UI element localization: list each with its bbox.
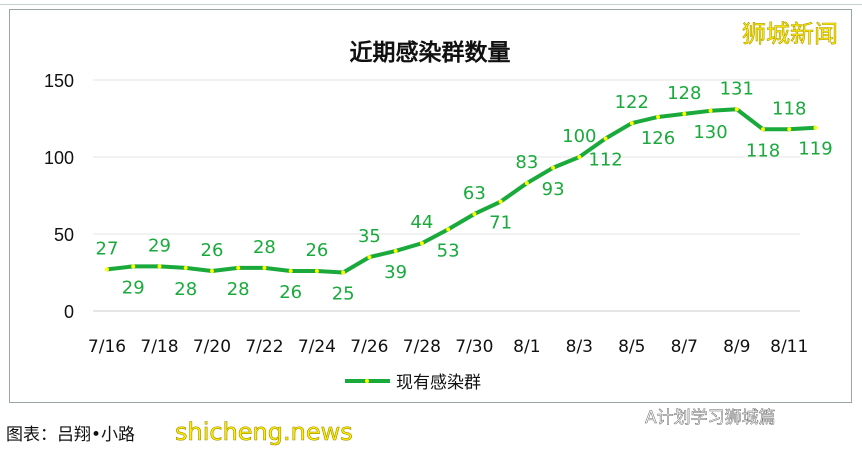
data-label: 39 [384,262,407,283]
data-point [157,264,162,269]
data-label: 53 [437,240,460,261]
data-label: 25 [332,284,355,305]
x-tick-label: 8/3 [566,337,593,357]
x-tick-label: 8/9 [723,337,750,357]
y-tick-label: 150 [44,71,74,91]
data-label: 27 [96,238,119,259]
caption: 图表：吕翔•小路 [6,425,136,445]
data-point [472,211,477,216]
data-label: 26 [201,240,224,261]
data-point [209,268,214,273]
data-label: 100 [562,126,596,147]
data-point [787,127,792,132]
data-label: 28 [227,279,250,300]
data-label: 71 [489,213,512,234]
data-label: 26 [305,240,328,261]
data-point [314,268,319,273]
data-label: 83 [515,152,538,173]
data-point [603,136,608,141]
data-label: 126 [641,128,675,149]
watermark: 狮城新闻 [742,20,839,49]
data-label: 26 [279,282,302,303]
data-label: 112 [588,150,622,171]
data-point [367,255,372,260]
data-label: 29 [122,277,145,298]
x-tick-label: 8/7 [671,337,698,357]
x-tick-label: 8/1 [513,337,540,357]
data-label: 128 [667,83,701,104]
data-point [262,265,267,270]
y-tick-label: 50 [54,225,74,245]
data-point [682,111,687,116]
data-point [813,125,818,130]
data-label: 28 [174,279,197,300]
data-label: 130 [693,122,727,143]
data-point [656,114,661,119]
data-point [183,265,188,270]
x-tick-label: 7/20 [193,337,231,357]
y-tick-label: 100 [44,148,74,168]
x-tick-label: 7/22 [245,337,283,357]
data-point [446,227,451,232]
frame-top-border [0,4,862,8]
y-tick-label: 0 [64,302,74,322]
data-label: 122 [615,92,649,113]
data-point [419,241,424,246]
data-point [708,108,713,113]
legend-label: 现有感染群 [396,373,481,393]
x-tick-label: 7/26 [350,337,388,357]
data-point [105,267,109,272]
x-tick-label: 8/11 [770,337,808,357]
x-tick-label: 7/16 [88,337,126,357]
x-tick-label: 7/30 [455,337,493,357]
x-tick-label: 8/5 [618,337,645,357]
data-point [734,107,739,112]
data-label: 118 [772,98,806,119]
data-point [393,248,398,253]
data-point [524,181,529,186]
data-point [761,127,765,132]
data-label: 93 [542,179,565,200]
data-label: 118 [746,140,780,161]
data-label: 28 [253,237,276,258]
data-point [131,264,136,269]
chart-title: 近期感染群数量 [350,39,511,66]
data-label: 119 [798,139,832,160]
data-point [551,165,556,170]
x-tick-label: 7/28 [403,337,441,357]
data-point [577,155,582,159]
data-point [236,265,241,270]
data-label: 44 [410,212,433,233]
data-label: 29 [148,235,171,256]
chart-frame [9,9,852,403]
data-point [341,270,346,275]
series-line [106,107,816,275]
x-tick-label: 7/18 [140,337,178,357]
x-tick-label: 7/24 [298,337,336,357]
data-label: 131 [720,78,754,99]
data-point [629,121,634,126]
data-label: 63 [463,183,486,204]
site-watermark: shicheng.news [175,418,353,447]
data-point [288,268,293,273]
data-label: 35 [358,226,381,247]
legend-marker [365,379,369,383]
wechat-source: A计划学习狮城篇 [645,408,776,429]
data-point [498,199,503,204]
